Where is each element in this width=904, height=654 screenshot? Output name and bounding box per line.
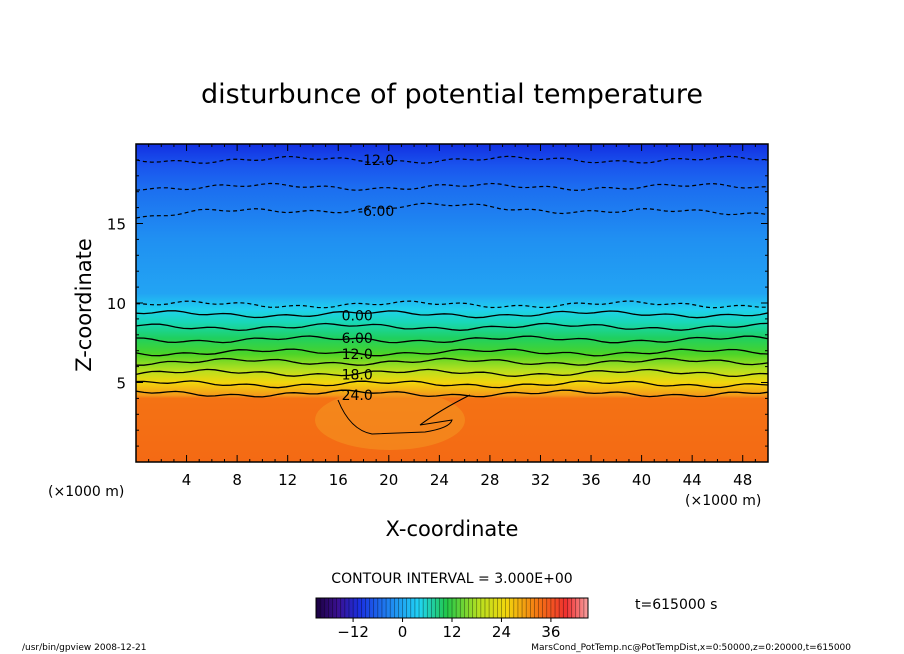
contour-line: [136, 310, 768, 319]
contour-label: 18.0: [342, 368, 373, 384]
contour-line: [136, 202, 768, 219]
contour-label: 24.0: [342, 388, 373, 404]
x-tick-label: 28: [480, 471, 499, 489]
contour-line: [136, 389, 768, 398]
footer-left: /usr/bin/gpview 2008-12-21: [22, 643, 146, 653]
colorbar-stripes: [319, 598, 585, 618]
x-tick-label: 24: [430, 471, 449, 489]
contour-line: [136, 380, 768, 389]
colorbar-ticks: −12 0 12 24 36: [337, 618, 560, 641]
warm-blob: [315, 390, 465, 450]
y-axis: 5 10 15: [107, 159, 768, 447]
x-tick-label: 8: [232, 471, 242, 489]
contour-label: 0.00: [342, 309, 373, 325]
x-tick-label: 32: [531, 471, 550, 489]
x-tick-label: 36: [581, 471, 600, 489]
contour-line: [136, 348, 768, 357]
contour-interval-label: CONTOUR INTERVAL = 3.000E+00: [331, 571, 572, 587]
contour-label: 6.00: [342, 331, 373, 347]
contour-line: [136, 335, 768, 344]
chart-title: disturbunce of potential temperature: [201, 79, 703, 110]
colorbar: −12 0 12 24 36: [315, 597, 589, 641]
colorbar-tick-label: −12: [337, 623, 369, 641]
contour-line: [136, 357, 768, 366]
footer-right: MarsCond_PotTemp.nc@PotTempDist,x=0:5000…: [531, 643, 851, 653]
y-tick-label: 15: [107, 216, 126, 234]
colorbar-tick-label: 0: [398, 623, 408, 641]
contour-label: -6.00: [358, 204, 394, 220]
x-tick-label: 12: [278, 471, 297, 489]
x-unit-label: (×1000 m): [685, 493, 761, 509]
x-tick-label: 48: [733, 471, 752, 489]
x-axis: 4 8 12 16 20 24 28 32 36 40 44 48: [148, 144, 756, 489]
contour-line: [136, 300, 768, 309]
x-axis-title: X-coordinate: [386, 517, 519, 541]
contour-line: [136, 368, 768, 378]
contour-label: -12.0: [358, 153, 394, 169]
y-tick-label: 10: [107, 295, 126, 313]
contour-closed-24: [337, 394, 471, 435]
x-tick-label: 4: [182, 471, 192, 489]
contour-line: [136, 182, 768, 192]
y-tick-label: 5: [116, 375, 126, 393]
contour-lines: [136, 155, 768, 398]
colorbar-tick-label: 24: [492, 623, 511, 641]
x-tick-label: 44: [683, 471, 702, 489]
x-tick-label: 40: [632, 471, 651, 489]
time-label: t=615000 s: [635, 597, 717, 613]
x-tick-label: 16: [329, 471, 348, 489]
contour-line: [136, 155, 768, 164]
colorbar-tick-label: 12: [442, 623, 461, 641]
colorbar-tick-label: 36: [541, 623, 560, 641]
x-tick-label: 20: [379, 471, 398, 489]
contour-line: [136, 322, 768, 332]
y-axis-title: Z-coordinate: [72, 238, 96, 372]
y-unit-label: (×1000 m): [48, 484, 124, 500]
contour-label: 12.0: [342, 347, 373, 363]
